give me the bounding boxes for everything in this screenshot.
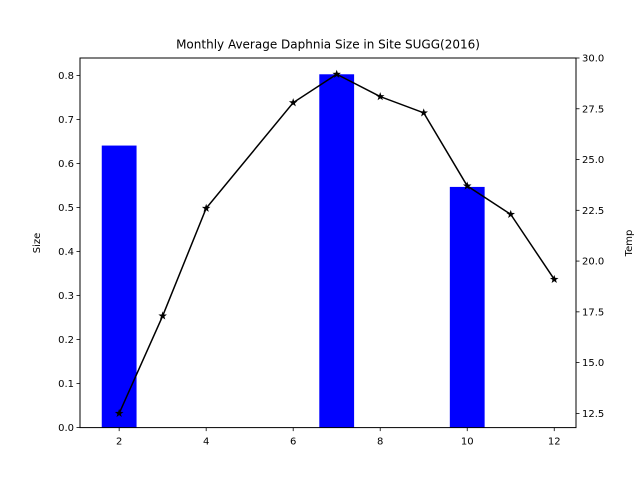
- y-axis-right: 12.5 15.0 17.5 20.0 22.5 25.0 27.5 30.0: [576, 54, 604, 420]
- y-right-tick-label: 17.5: [582, 307, 604, 318]
- temp-line-series: [114, 69, 559, 418]
- temp-point: [375, 92, 385, 101]
- plot-frame: [79, 57, 577, 429]
- y-right-tick-label: 22.5: [582, 206, 604, 217]
- temp-point: [114, 408, 124, 418]
- x-tick-label: 4: [203, 437, 209, 448]
- y-left-tick-label: 0.6: [58, 159, 74, 170]
- y-right-tick-label: 27.5: [582, 104, 604, 115]
- size-bar: [319, 74, 355, 428]
- temp-point: [332, 69, 341, 78]
- x-tick-label: 12: [548, 437, 561, 448]
- x-tick-label: 2: [116, 437, 122, 448]
- y-left-tick-label: 0.2: [58, 335, 74, 346]
- temp-point: [419, 108, 428, 117]
- temp-point: [506, 209, 516, 219]
- y-left-tick-label: 0.0: [58, 423, 74, 434]
- y-left-tick-label: 0.3: [58, 291, 74, 302]
- temp-point: [549, 274, 559, 283]
- y-right-tick-label: 30.0: [582, 54, 604, 65]
- y-right-tick-label: 20.0: [582, 257, 604, 268]
- temp-point: [288, 98, 298, 107]
- chart-title: Monthly Average Daphnia Size in Site SUG…: [176, 38, 480, 52]
- x-tick-label: 10: [461, 437, 474, 448]
- y-right-tick-label: 15.0: [582, 358, 604, 369]
- y-axis-left: 0.0 0.1 0.2 0.3 0.4 0.5 0.6 0.7 0.8: [58, 71, 80, 434]
- temp-point: [201, 203, 211, 212]
- x-tick-label: 8: [377, 437, 383, 448]
- y-left-tick-label: 0.7: [58, 115, 74, 126]
- y-right-tick-label: 12.5: [582, 409, 604, 420]
- y-left-tick-label: 0.4: [58, 247, 74, 258]
- size-bar: [101, 145, 137, 428]
- y-axis-left-label: Size: [32, 233, 43, 254]
- y-left-tick-label: 0.5: [58, 203, 74, 214]
- bar-series: [101, 74, 485, 428]
- temp-point: [462, 181, 472, 190]
- y-left-tick-label: 0.1: [58, 379, 74, 390]
- x-tick-label: 6: [290, 437, 296, 448]
- temp-line: [118, 73, 555, 414]
- x-axis: 2 4 6 8 10 12: [116, 427, 561, 448]
- y-right-tick-label: 25.0: [582, 155, 604, 166]
- y-axis-right-label: Temp: [624, 230, 635, 258]
- y-left-tick-label: 0.8: [58, 71, 74, 82]
- size-bar: [449, 186, 485, 428]
- temp-point: [158, 311, 167, 320]
